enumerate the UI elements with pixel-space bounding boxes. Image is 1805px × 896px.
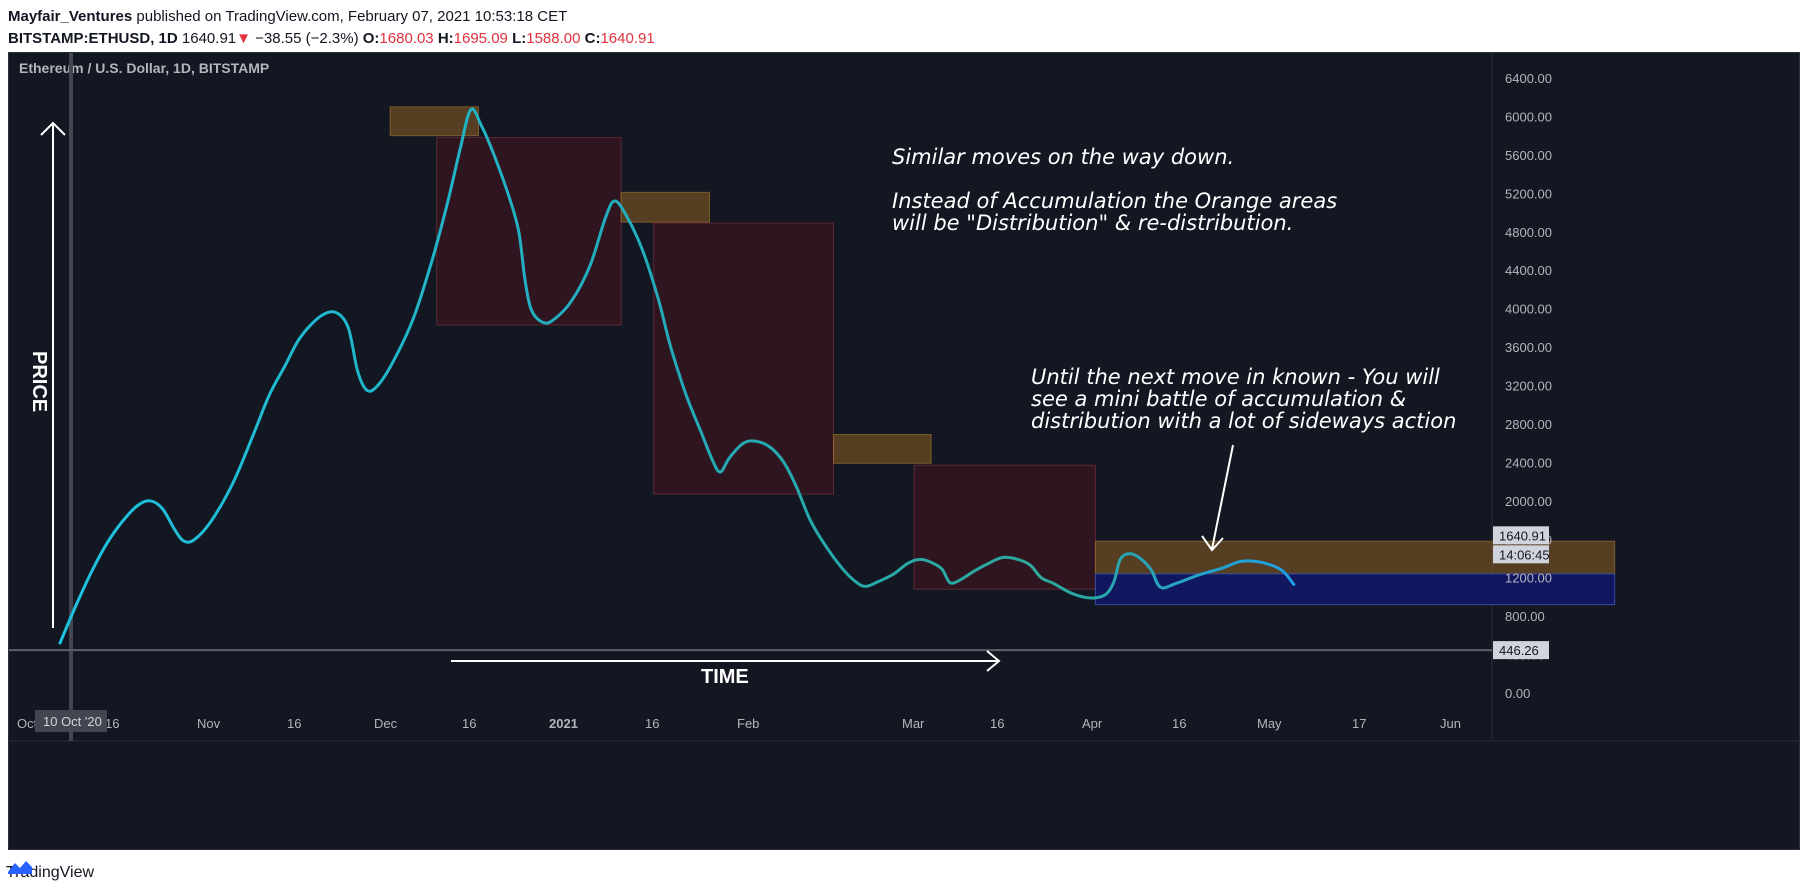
orange-zone — [832, 434, 932, 464]
price-chart[interactable]: Ethereum / U.S. Dollar, 1D, BITSTAMP 0.0… — [9, 53, 1799, 849]
red-zone — [913, 464, 1096, 590]
footer: TradingView — [6, 858, 94, 888]
countdown-badge — [1493, 545, 1549, 564]
high-label: H: — [437, 30, 454, 47]
low-value: 1588.00 — [526, 30, 581, 47]
annotation-arrow-line — [1211, 444, 1234, 550]
countdown-label: 14:06:45 — [1499, 547, 1550, 562]
y-tick-label: 2400.00 — [1505, 455, 1552, 470]
y-tick-label: 3600.00 — [1505, 340, 1552, 355]
symbol-label: BITSTAMP:ETHUSD, 1D — [8, 30, 178, 47]
publisher-row: Mayfair_Ventures published on TradingVie… — [8, 6, 1798, 28]
x-tick-label: Mar — [902, 716, 925, 731]
crosshair-price-label: 446.26 — [1499, 643, 1539, 658]
y-tick-label: 800.00 — [1505, 609, 1545, 624]
crosshair-price-badge — [1493, 641, 1549, 660]
y-tick-label: 5600.00 — [1505, 148, 1552, 163]
close-label: C: — [584, 30, 601, 47]
last-price-badge — [1493, 526, 1549, 545]
open-label: O: — [362, 30, 380, 47]
x-tick-label: 2021 — [549, 716, 578, 731]
price-axis-annotation: PRICE — [28, 351, 50, 412]
last-price-label: 1640.91 — [1499, 528, 1546, 543]
x-tick-label: 16 — [105, 716, 119, 731]
orange-zone — [620, 191, 710, 223]
x-tick-label: 16 — [645, 716, 659, 731]
x-tick-label: Feb — [737, 716, 759, 731]
crosshair-date-label: 10 Oct '20 — [43, 714, 102, 729]
x-tick-label: Apr — [1082, 716, 1103, 731]
time-axis-annotation: TIME — [701, 666, 749, 688]
y-tick-label: 4000.00 — [1505, 302, 1552, 317]
change-arrow-icon: ▼ — [236, 30, 251, 47]
x-tick-label: 17 — [1352, 716, 1366, 731]
chart-title: Ethereum / U.S. Dollar, 1D, BITSTAMP — [19, 60, 269, 76]
price-series-line[interactable] — [58, 107, 1296, 645]
annotation-text: distribution with a lot of sideways acti… — [1031, 409, 1456, 433]
y-tick-label: 6000.00 — [1505, 109, 1552, 124]
red-zone — [653, 222, 834, 495]
x-tick-label: Nov — [197, 716, 221, 731]
price-arrow-head — [40, 121, 66, 136]
high-value: 1695.09 — [453, 30, 508, 47]
last-price: 1640.91 — [181, 30, 237, 47]
blue-zone — [1094, 573, 1616, 606]
open-value: 1680.03 — [379, 30, 434, 47]
y-tick-label: 0.00 — [1505, 686, 1530, 701]
y-tick-label: 5200.00 — [1505, 186, 1552, 201]
close-value: 1640.91 — [600, 30, 655, 47]
tradingview-logo-icon[interactable] — [6, 858, 34, 876]
annotation-text: Until the next move in known - You will — [1031, 365, 1440, 389]
x-tick-label: 16 — [462, 716, 476, 731]
annotation-arrow-head — [1201, 535, 1224, 552]
y-tick-label: 2000.00 — [1505, 494, 1552, 509]
annotation-text: Instead of Accumulation the Orange areas — [892, 189, 1337, 213]
y-tick-label: 4800.00 — [1505, 225, 1552, 240]
time-arrow-head — [986, 650, 1001, 672]
y-tick-label: 6400.00 — [1505, 71, 1552, 86]
red-zone — [436, 137, 622, 326]
crosshair-date-badge — [35, 710, 107, 732]
y-tick-label: 3200.00 — [1505, 379, 1552, 394]
x-tick-label: Jun — [1440, 716, 1461, 731]
y-tick-label: 2800.00 — [1505, 417, 1552, 432]
x-tick-label: 16 — [1172, 716, 1186, 731]
annotation-text: will be "Distribution" & re-distribution… — [892, 211, 1293, 235]
author-name[interactable]: Mayfair_Ventures — [8, 8, 133, 25]
annotation-text: see a mini battle of accumulation & — [1031, 387, 1406, 411]
published-info: published on TradingView.com, February 0… — [136, 8, 568, 25]
low-label: L: — [512, 30, 527, 47]
x-tick-label: 16 — [990, 716, 1004, 731]
x-tick-label: Dec — [374, 716, 398, 731]
x-tick-label: May — [1257, 716, 1282, 731]
chart-pane[interactable]: Ethereum / U.S. Dollar, 1D, BITSTAMP 0.0… — [8, 52, 1800, 850]
y-tick-label: 4400.00 — [1505, 263, 1552, 278]
y-tick-label: 1200.00 — [1505, 571, 1552, 586]
ohlc-row: BITSTAMP:ETHUSD, 1D 1640.91▼ −38.55 (−2.… — [8, 28, 1798, 50]
chart-header: Mayfair_Ventures published on TradingVie… — [8, 6, 1798, 50]
x-tick-label: 16 — [287, 716, 301, 731]
x-tick-label: Oct — [17, 716, 38, 731]
annotation-text: Similar moves on the way down. — [892, 145, 1234, 169]
price-change: −38.55 (−2.3%) — [255, 30, 359, 47]
